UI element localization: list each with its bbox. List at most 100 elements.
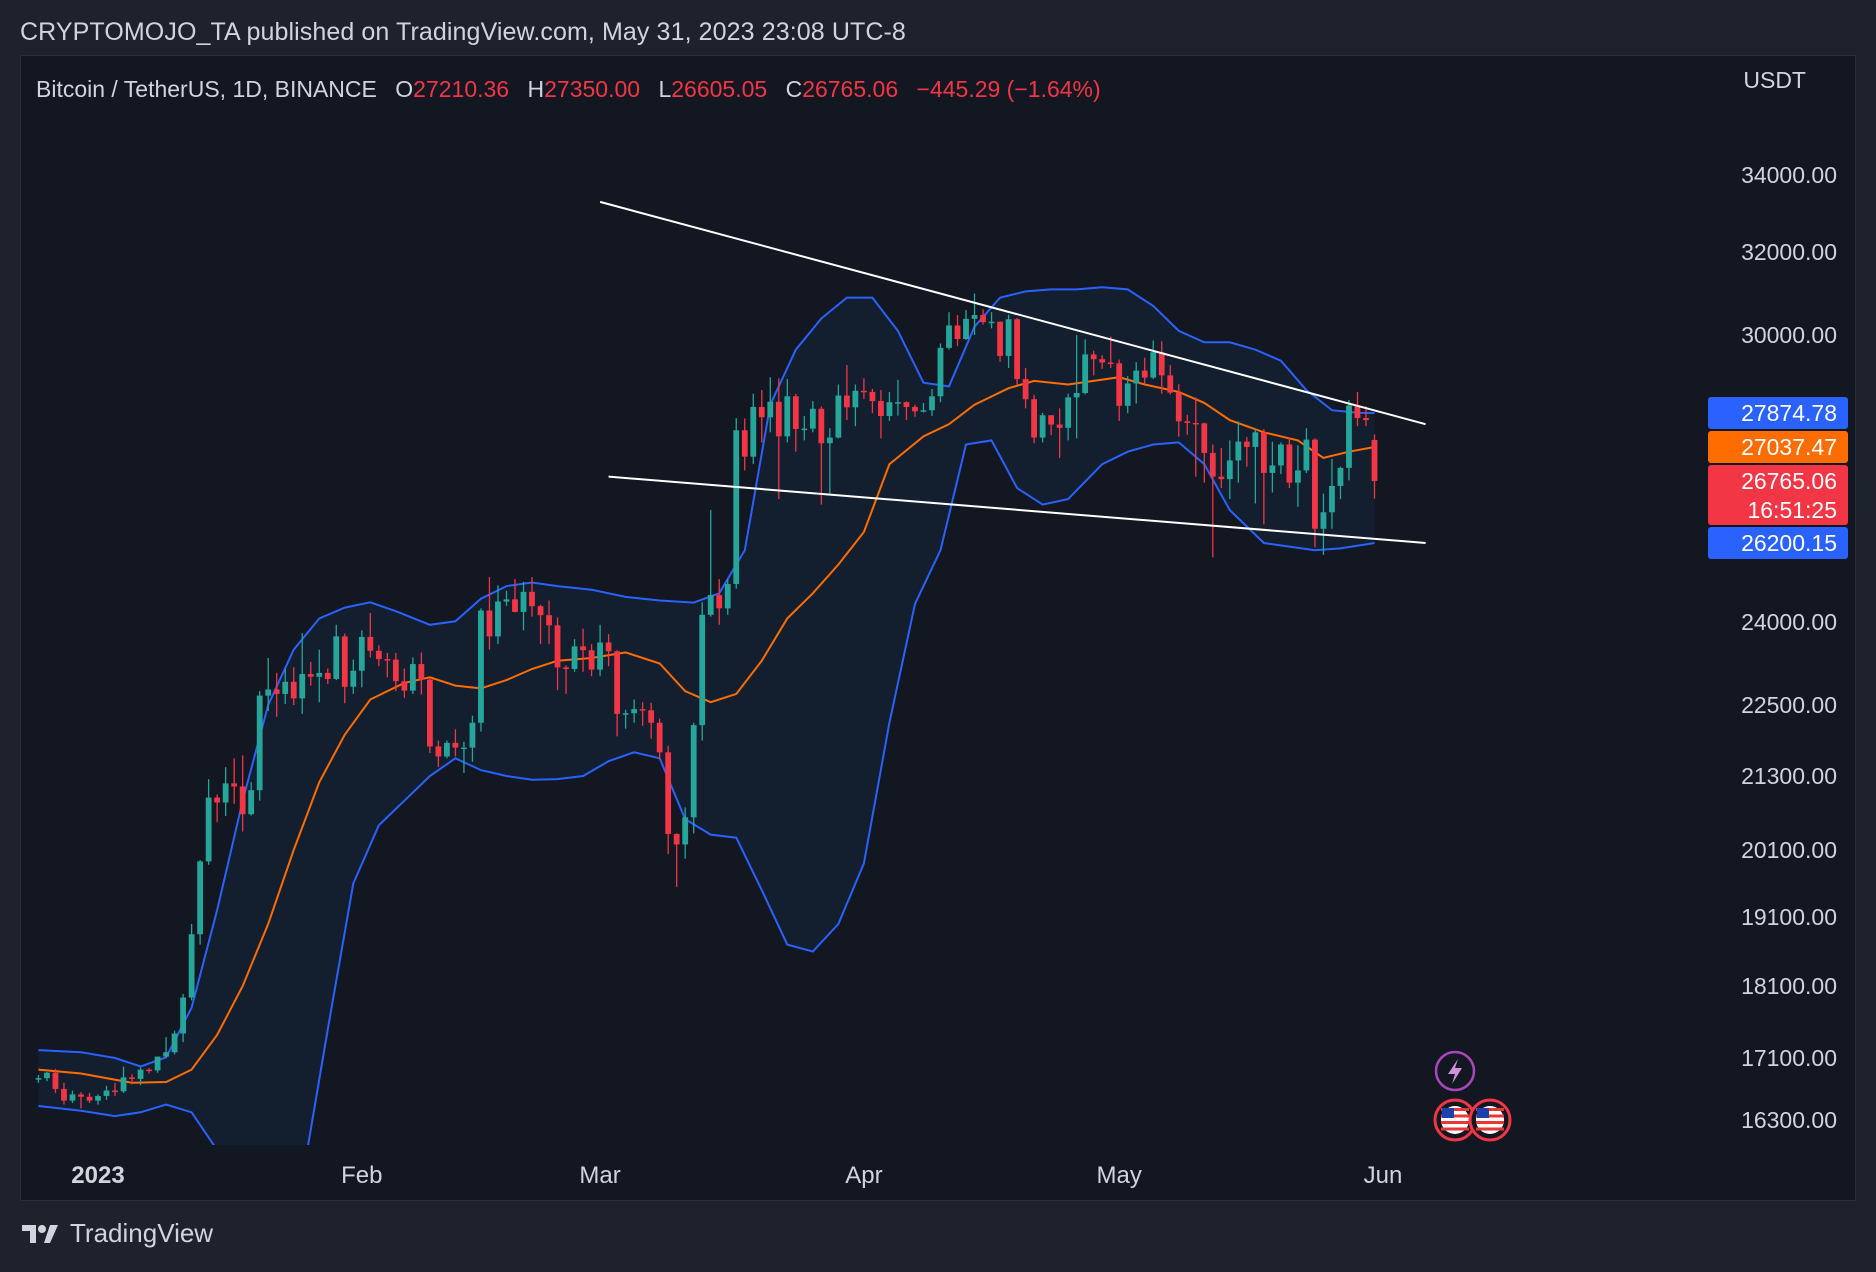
- candle[interactable]: [673, 833, 680, 887]
- candle[interactable]: [316, 649, 323, 703]
- candle[interactable]: [801, 416, 808, 441]
- candle[interactable]: [648, 702, 655, 739]
- candle[interactable]: [333, 624, 340, 681]
- candle[interactable]: [826, 428, 833, 494]
- candle[interactable]: [869, 388, 876, 414]
- price-axis-label[interactable]: 26765.06 16:51:25: [1708, 465, 1848, 525]
- candle[interactable]: [171, 1030, 178, 1055]
- candle[interactable]: [222, 767, 229, 817]
- candle[interactable]: [214, 794, 221, 823]
- chart-panel[interactable]: [20, 55, 1856, 1201]
- candle[interactable]: [852, 384, 859, 427]
- candle[interactable]: [946, 312, 952, 350]
- candle[interactable]: [129, 1074, 135, 1085]
- candle[interactable]: [231, 758, 238, 804]
- candle[interactable]: [486, 577, 493, 650]
- candle[interactable]: [265, 657, 272, 711]
- candle[interactable]: [307, 661, 314, 686]
- candle[interactable]: [95, 1094, 101, 1105]
- candle[interactable]: [639, 702, 646, 726]
- candle[interactable]: [563, 665, 569, 694]
- price-axis-label[interactable]: 27037.47: [1708, 431, 1848, 463]
- candle[interactable]: [920, 402, 927, 413]
- candle[interactable]: [1260, 429, 1267, 525]
- candle[interactable]: [495, 585, 501, 645]
- candle[interactable]: [1286, 437, 1293, 489]
- candle[interactable]: [86, 1092, 93, 1103]
- candle[interactable]: [963, 310, 969, 340]
- candle[interactable]: [1022, 368, 1029, 409]
- candle[interactable]: [767, 377, 774, 433]
- candle[interactable]: [1295, 445, 1301, 507]
- candle[interactable]: [324, 668, 331, 684]
- candle[interactable]: [690, 722, 697, 834]
- candle[interactable]: [341, 633, 348, 704]
- candle[interactable]: [1320, 493, 1327, 555]
- candle[interactable]: [1150, 340, 1157, 380]
- bollinger-basis-line[interactable]: [38, 376, 1375, 1084]
- candle[interactable]: [716, 578, 723, 625]
- candle[interactable]: [954, 315, 961, 347]
- candle[interactable]: [1252, 429, 1259, 504]
- candle[interactable]: [1269, 441, 1276, 493]
- candle[interactable]: [886, 391, 893, 421]
- candle[interactable]: [750, 393, 757, 465]
- candle[interactable]: [818, 406, 825, 505]
- candle[interactable]: [35, 1075, 42, 1083]
- candle[interactable]: [792, 393, 799, 452]
- candle[interactable]: [665, 745, 672, 855]
- candle[interactable]: [1303, 428, 1310, 473]
- candle[interactable]: [741, 418, 748, 471]
- candle[interactable]: [146, 1068, 152, 1074]
- candle[interactable]: [1201, 422, 1208, 483]
- candle[interactable]: [1346, 399, 1352, 481]
- candle[interactable]: [205, 779, 212, 865]
- candle[interactable]: [1277, 442, 1284, 475]
- candle[interactable]: [588, 644, 595, 677]
- candle[interactable]: [358, 630, 365, 688]
- candle[interactable]: [69, 1090, 76, 1103]
- candle[interactable]: [248, 782, 255, 816]
- candle[interactable]: [1371, 434, 1378, 499]
- candle[interactable]: [1082, 339, 1089, 395]
- candle[interactable]: [367, 613, 374, 658]
- candle[interactable]: [44, 1071, 50, 1082]
- candle[interactable]: [682, 807, 689, 859]
- candle[interactable]: [1226, 440, 1233, 500]
- candle[interactable]: [1107, 336, 1114, 369]
- candle[interactable]: [554, 617, 561, 691]
- candle[interactable]: [1099, 355, 1106, 369]
- candle[interactable]: [1048, 415, 1055, 436]
- candle[interactable]: [631, 699, 638, 723]
- candle[interactable]: [529, 577, 535, 617]
- candle[interactable]: [784, 379, 791, 443]
- candle[interactable]: [350, 659, 357, 694]
- candle[interactable]: [1124, 376, 1131, 414]
- candle[interactable]: [1209, 444, 1216, 558]
- candle[interactable]: [299, 633, 306, 714]
- candle[interactable]: [861, 378, 867, 399]
- candle[interactable]: [912, 404, 918, 417]
- candle[interactable]: [239, 755, 246, 832]
- bollinger-lower-line[interactable]: [38, 439, 1375, 1210]
- candle[interactable]: [1363, 406, 1369, 427]
- candle[interactable]: [478, 608, 484, 732]
- candle[interactable]: [1235, 421, 1242, 483]
- candle[interactable]: [1014, 317, 1020, 385]
- candle[interactable]: [1354, 391, 1361, 427]
- candle[interactable]: [418, 652, 425, 695]
- currency-label[interactable]: USDT: [1743, 67, 1806, 93]
- candle[interactable]: [699, 602, 706, 741]
- us-flag-icon[interactable]: [1433, 1098, 1477, 1142]
- candle[interactable]: [392, 652, 399, 692]
- candle[interactable]: [444, 740, 450, 759]
- candle[interactable]: [401, 668, 408, 698]
- candle[interactable]: [163, 1037, 169, 1058]
- candle[interactable]: [1133, 362, 1140, 404]
- candle[interactable]: [1158, 341, 1165, 394]
- candle[interactable]: [461, 741, 467, 774]
- candle[interactable]: [971, 293, 978, 336]
- candle[interactable]: [273, 672, 280, 717]
- candle[interactable]: [537, 604, 544, 645]
- candle[interactable]: [903, 401, 910, 421]
